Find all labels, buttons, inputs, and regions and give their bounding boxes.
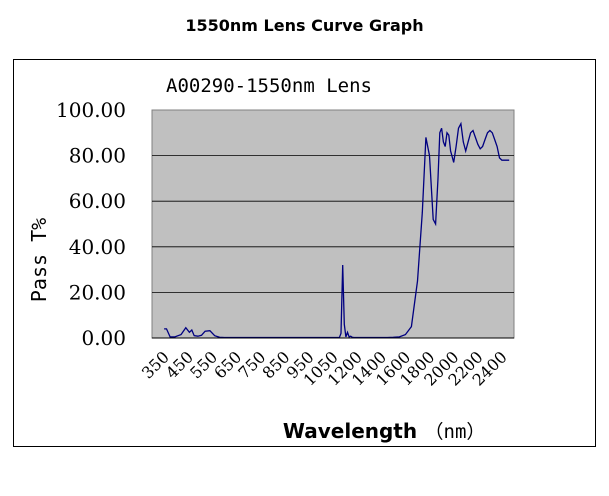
x-axis-label: Wavelength [283,419,417,443]
page-title: 1550nm Lens Curve Graph [185,16,424,35]
y-tick-label: 20.00 [69,280,126,304]
y-tick-label: 80.00 [69,144,126,168]
y-tick-label: 60.00 [69,189,126,213]
x-axis-ticks: 3504505506507508509501050120014001600180… [138,347,511,389]
y-tick-label: 40.00 [69,235,126,259]
chart-svg: A00290-1550nm Lens 0.00 20.00 40.00 60.00 80… [27,75,515,443]
y-tick-label: 100.00 [56,98,126,122]
grid-lines [152,155,514,293]
chart-title: A00290-1550nm Lens [166,75,372,97]
transmission-curve [164,121,510,339]
plot-area [151,109,515,339]
y-axis-ticks: 0.00 20.00 40.00 60.00 80.00 100.00 [56,98,126,350]
x-axis-unit: （nm） [425,421,486,443]
y-tick-label: 0.00 [81,326,126,350]
y-axis-label: Pass T% [27,218,51,302]
chart-frame: A00290-1550nm Lens 0.00 20.00 40.00 60.00 80… [13,59,596,447]
